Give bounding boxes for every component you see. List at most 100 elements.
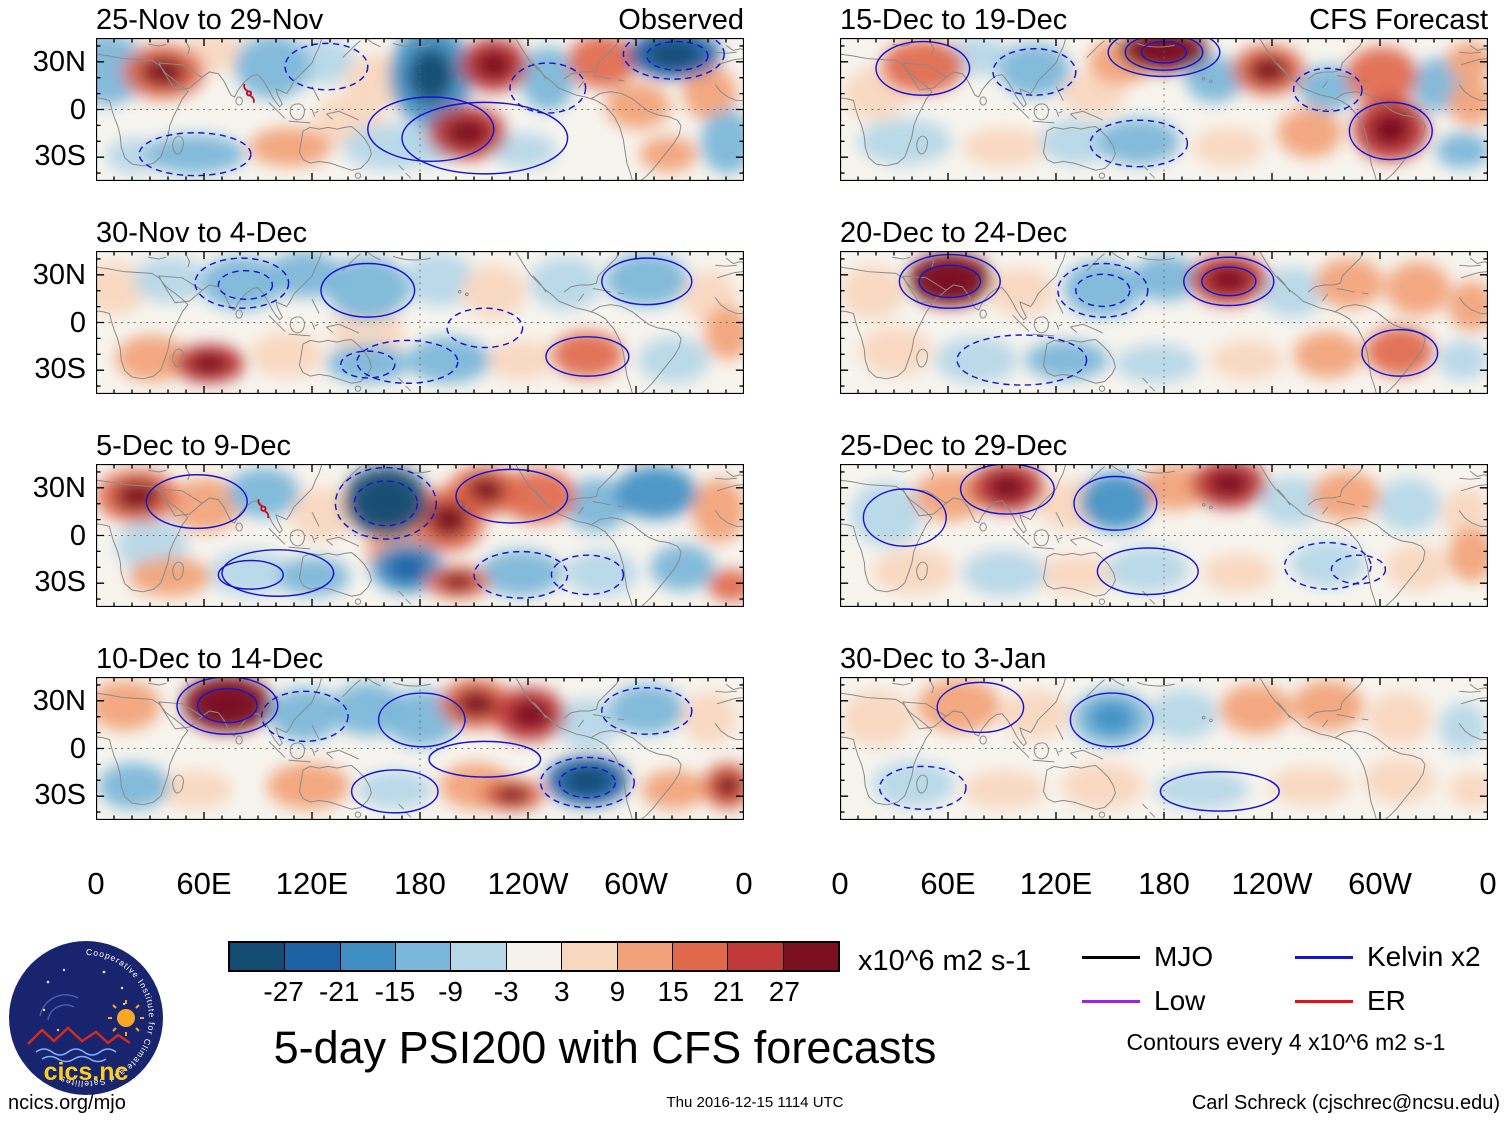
colorbar-tick-label: -21 bbox=[319, 976, 360, 1007]
panel-header: 30-Dec to 3-Jan bbox=[840, 643, 1488, 677]
legend-item-low: Low bbox=[1082, 985, 1277, 1017]
legend-label: Low bbox=[1154, 985, 1206, 1016]
y-tick-label-0: 0 bbox=[69, 733, 86, 765]
x-tick-label: 120W bbox=[487, 866, 569, 901]
er-line-sample bbox=[1295, 999, 1353, 1003]
footer-author: Carl Schreck (cjschrec@ncsu.edu) bbox=[1191, 1092, 1500, 1114]
x-tick-label: 180 bbox=[394, 866, 446, 901]
x-tick-label: 0 bbox=[87, 866, 105, 901]
graticule-lines bbox=[840, 38, 1488, 181]
x-axis-labels-left: 0 60E 120E 180 120W 60W 0 bbox=[87, 856, 752, 904]
panel-header: 10-Dec to 14-Dec bbox=[96, 643, 744, 677]
map-panel-forecast-row3 bbox=[840, 464, 1488, 607]
graticule-lines bbox=[840, 251, 1488, 394]
colorbar-tick-label: 3 bbox=[554, 976, 570, 1007]
x-tick-label: 0 bbox=[735, 866, 753, 901]
colorbar-cell bbox=[450, 943, 506, 970]
panel-title: 30-Dec to 3-Jan bbox=[840, 643, 1047, 675]
x-tick-label: 120E bbox=[275, 866, 349, 901]
y-tick-label-0: 0 bbox=[69, 520, 86, 552]
colorbar-cell bbox=[616, 943, 672, 970]
anomaly-blobs bbox=[840, 252, 1488, 384]
y-tick-label-30s: 30S bbox=[34, 566, 86, 598]
graticule-lines bbox=[96, 38, 744, 181]
panel-title: 30-Nov to 4-Dec bbox=[96, 217, 308, 249]
logo-wordmark: cics.nc bbox=[44, 1058, 129, 1086]
colorbar-labels: -27 -21 -15 -9 -3 3 9 15 21 27 bbox=[228, 972, 840, 1007]
graticule-lines bbox=[840, 677, 1488, 820]
y-axis-labels: 30N 0 30S bbox=[4, 643, 96, 820]
colorbar-tick-label: 27 bbox=[768, 976, 800, 1007]
colorbar-cell bbox=[727, 943, 783, 970]
logo-waves bbox=[35, 1048, 117, 1063]
x-axis-labels-right: 0 60E 120E 180 120W 60W 0 bbox=[831, 856, 1496, 904]
panel-header: 5-Dec to 9-Dec bbox=[96, 430, 744, 464]
kelvin-contours bbox=[862, 464, 1387, 596]
panel-observed-row4: 10-Dec to 14-Dec bbox=[96, 643, 744, 820]
contour-interval-note: Contours every 4 x10^6 m2 s-1 bbox=[1126, 1029, 1446, 1055]
colorbar-tick-label: -9 bbox=[438, 976, 463, 1007]
colorbar-tick-label: -27 bbox=[263, 976, 304, 1007]
panel-title: 15-Dec to 19-Dec bbox=[840, 4, 1068, 36]
axis-ticks bbox=[96, 677, 744, 820]
panel-observed-row1: 25-Nov to 29-Nov Observed bbox=[96, 4, 744, 181]
kelvin-line-sample bbox=[1295, 955, 1353, 959]
x-tick-label: 60W bbox=[1348, 866, 1412, 901]
y-tick-label-30n: 30N bbox=[32, 685, 86, 717]
colorbar-cell bbox=[339, 943, 396, 970]
y-tick-label-30n: 30N bbox=[32, 259, 86, 291]
panel-forecast-row2: 20-Dec to 24-Dec bbox=[840, 217, 1488, 394]
colorbar-cell bbox=[561, 943, 617, 970]
panel-header: 30-Nov to 4-Dec bbox=[96, 217, 744, 251]
panel-header: 25-Nov to 29-Nov Observed bbox=[96, 4, 744, 38]
panel-grid: 30N 0 30S 25-Nov to 29-Nov Observed 15-D… bbox=[4, 4, 1497, 904]
y-axis-labels: 30N 0 30S bbox=[4, 430, 96, 607]
panel-forecast-row4: 30-Dec to 3-Jan bbox=[840, 643, 1488, 820]
panel-title: 25-Dec to 29-Dec bbox=[840, 430, 1068, 462]
colorbar-tick-label: 21 bbox=[713, 976, 745, 1007]
logo-spiral bbox=[39, 994, 79, 1021]
y-tick-label-30n: 30N bbox=[32, 46, 86, 78]
colorbar-cell bbox=[395, 943, 451, 970]
kelvin-contours bbox=[176, 677, 693, 814]
panel-forecast-row1: 15-Dec to 19-Dec CFS Forecast bbox=[840, 4, 1488, 181]
y-tick-label-0: 0 bbox=[69, 94, 86, 126]
legend-item-mjo: MJO bbox=[1082, 941, 1277, 973]
colorbar: -27 -21 -15 -9 -3 3 9 15 21 27 bbox=[228, 941, 840, 1007]
cics-logo: Cooperative Institute for Climate and Sa… bbox=[9, 941, 163, 1095]
kelvin-contours bbox=[138, 38, 725, 177]
x-tick-label: 120W bbox=[1231, 866, 1313, 901]
graticule-lines bbox=[96, 251, 744, 394]
x-tick-label: 60E bbox=[176, 866, 232, 901]
panel-forecast-row3: 25-Dec to 29-Dec bbox=[840, 430, 1488, 607]
map-panel-observed-row3 bbox=[96, 464, 744, 607]
kelvin-contours bbox=[875, 38, 1433, 168]
axis-ticks bbox=[840, 38, 1488, 181]
y-tick-label-30s: 30S bbox=[34, 353, 86, 385]
x-tick-label: 120E bbox=[1019, 866, 1093, 901]
kelvin-contours bbox=[898, 253, 1439, 386]
footer-url: ncics.org/mjo bbox=[8, 1092, 126, 1114]
legend-label: Kelvin x2 bbox=[1367, 941, 1481, 972]
panel-title: 10-Dec to 14-Dec bbox=[96, 643, 324, 675]
y-tick-label-30s: 30S bbox=[34, 140, 86, 172]
column-label-observed: Observed bbox=[618, 4, 744, 36]
graticule-lines bbox=[96, 677, 744, 820]
colorbar-cell bbox=[230, 943, 285, 970]
x-tick-label: 60W bbox=[604, 866, 668, 901]
colorbar-cell bbox=[671, 943, 728, 970]
panel-observed-row3: 5-Dec to 9-Dec bbox=[96, 430, 744, 607]
x-tick-label: 60E bbox=[920, 866, 976, 901]
colorbar-cell bbox=[505, 943, 562, 970]
axis-ticks bbox=[96, 464, 744, 607]
axis-ticks bbox=[96, 251, 744, 394]
y-tick-label-30s: 30S bbox=[34, 779, 86, 811]
axis-ticks bbox=[96, 38, 744, 181]
legend-label: ER bbox=[1367, 985, 1406, 1016]
logo-stars bbox=[42, 968, 126, 1032]
legend-label: MJO bbox=[1154, 941, 1214, 972]
y-tick-label-0: 0 bbox=[69, 307, 86, 339]
panel-observed-row2: 30-Nov to 4-Dec bbox=[96, 217, 744, 394]
map-panel-forecast-row2 bbox=[840, 251, 1488, 394]
